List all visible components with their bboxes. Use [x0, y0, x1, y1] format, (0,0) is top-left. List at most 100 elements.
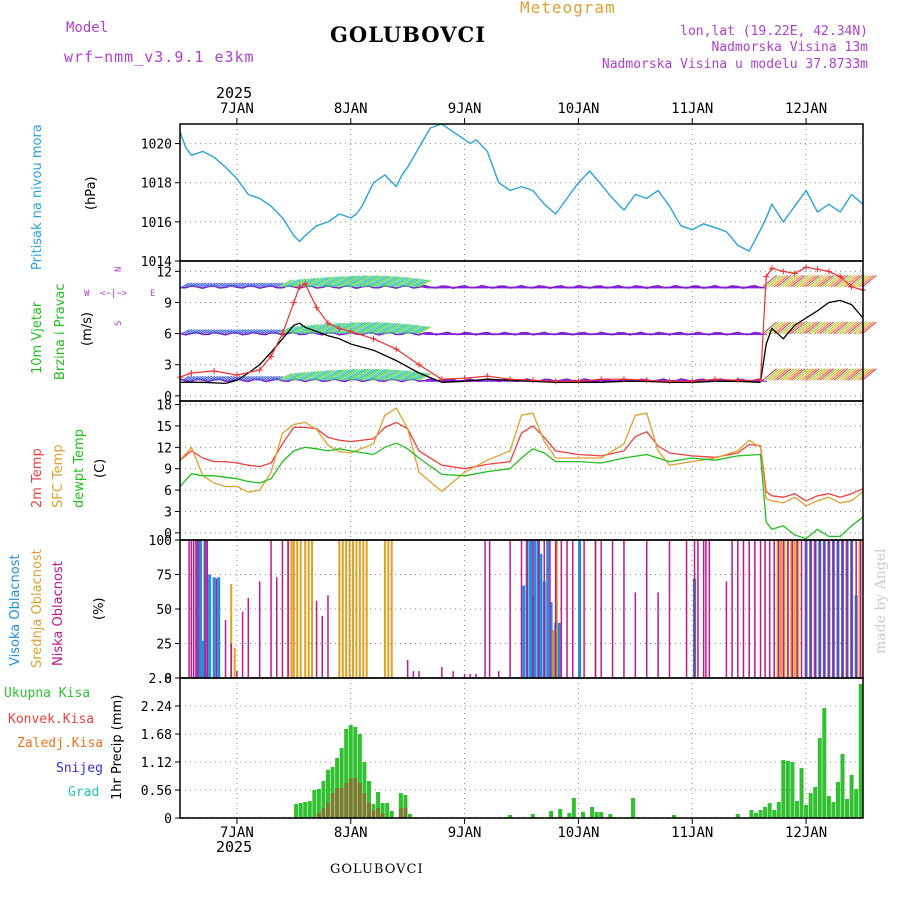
total-precip-bar [389, 811, 394, 818]
total-precip-bar [558, 809, 563, 818]
wind-barb [201, 282, 210, 288]
wind-barb [213, 282, 221, 288]
wind-barb [230, 329, 238, 335]
total-precip-bar [599, 812, 604, 818]
legend-frozen: Zaledj.Kisa [17, 736, 104, 751]
wind-barb [324, 275, 345, 288]
wind-barb [318, 322, 339, 335]
wind-barb [352, 321, 375, 335]
y-tick-label: 12 [156, 441, 172, 456]
wind-barb [233, 375, 241, 381]
temp-sfc-label: SFC Temp [51, 444, 66, 508]
y-tick-label: 6 [164, 484, 172, 499]
wind-barb [389, 370, 408, 381]
wind-barb [298, 324, 316, 335]
wind-barb [762, 321, 777, 334]
compass-s: S [114, 320, 124, 326]
wind-barb [347, 275, 369, 288]
temp-2m-label: 2m Temp [30, 448, 45, 508]
wind-barb [808, 368, 823, 381]
wind-barb [247, 329, 255, 335]
wind-barb [773, 368, 789, 381]
wind-barb [307, 276, 326, 288]
wind-barb [842, 321, 857, 334]
convective-precip-bar [325, 803, 330, 818]
wind-barb [264, 282, 272, 288]
wind-barb [355, 321, 378, 335]
wind-barb [415, 279, 429, 288]
wind-barb [805, 321, 820, 334]
wind-barb [395, 277, 413, 288]
total-precip-bar [845, 799, 850, 818]
total-precip-bar [407, 814, 412, 818]
footer-station: GOLUBOVCI [330, 862, 424, 877]
total-precip-bar [813, 787, 818, 818]
y-tick-label: 2.24 [141, 700, 172, 715]
wind-barb [332, 368, 355, 381]
wind-barb [278, 326, 293, 335]
wind-barb [819, 368, 834, 381]
wind-barb [771, 274, 786, 288]
wind-barb [853, 368, 869, 381]
total-precip-bar [781, 760, 786, 818]
wind-barb [381, 369, 401, 381]
wind-barb [216, 329, 224, 335]
total-precip-bar [767, 803, 772, 818]
convective-precip-bar [398, 808, 403, 818]
wind-barb [184, 329, 193, 335]
wind-barb [332, 275, 355, 288]
wind-barb [827, 321, 843, 334]
wind-barb [776, 321, 792, 334]
total-precip-bar [567, 813, 572, 818]
y-tick-label: 50 [156, 603, 172, 618]
wind-barb [250, 282, 258, 288]
wind-barb [418, 373, 432, 381]
model-elevation-text: Nadmorska Visina u modelu 37.8733m [601, 57, 868, 72]
wind-barb [241, 329, 250, 335]
wind-barb [355, 275, 378, 288]
wind-barb [839, 321, 854, 334]
wind-barb [762, 274, 777, 288]
total-precip-bar [631, 798, 636, 818]
model-value: wrf−nmm_v3.9.1 e3km [64, 48, 255, 66]
total-precip-bar [753, 813, 758, 818]
wind-barb [386, 276, 406, 288]
wind-barb [233, 282, 241, 288]
wind-barb [230, 282, 238, 288]
wind-barb [813, 274, 829, 288]
wind-barb [793, 274, 809, 288]
wind-barb [219, 282, 227, 288]
wind-barb [256, 375, 264, 381]
wind-barb [793, 368, 809, 381]
wind-barb [375, 276, 396, 288]
day-label-top: 11JAN [671, 101, 713, 117]
wind-barb [364, 322, 386, 335]
wind-barb [833, 368, 849, 381]
wind-barb [224, 329, 233, 335]
wind-barb [790, 321, 806, 334]
wind-barb [782, 368, 797, 381]
wind-barb [216, 375, 224, 381]
wind-barb [412, 372, 427, 381]
wind-barb [779, 274, 795, 288]
day-label-top: 10JAN [557, 101, 599, 117]
wind-barb [187, 375, 196, 381]
wind-barb [785, 274, 800, 288]
wind-barb [833, 321, 849, 334]
wind-barb [182, 375, 190, 381]
wind-barb [281, 279, 296, 288]
wind-barb [358, 368, 380, 381]
wind-barb [395, 324, 413, 335]
wind-barb [401, 278, 418, 288]
wind-barb [773, 274, 789, 288]
wind-barb [264, 329, 272, 335]
cloud-unit: (%) [92, 597, 107, 621]
total-precip-bar [849, 775, 854, 818]
wind-barb [193, 329, 201, 335]
cloud-mid-label: Srednja Oblacnost [30, 549, 45, 668]
wind-barb [367, 368, 388, 381]
wind-barb [372, 369, 394, 381]
wind-barb [290, 371, 306, 381]
total-precip-bar [580, 812, 585, 818]
wind-barb [244, 329, 253, 335]
